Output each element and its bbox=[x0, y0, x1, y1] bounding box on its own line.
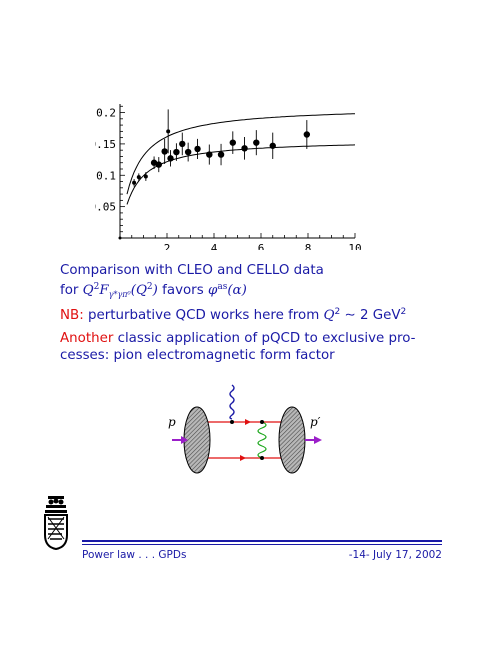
outgoing-arrow-icon bbox=[314, 436, 322, 444]
data-point bbox=[179, 140, 186, 148]
arrow-top-icon bbox=[245, 419, 251, 425]
data-point bbox=[173, 148, 180, 156]
y-tick-label: 0.2 bbox=[96, 107, 116, 120]
another-paragraph: Another classic application of pQCD to e… bbox=[60, 331, 416, 363]
gluon-line bbox=[257, 421, 267, 459]
footer-rule bbox=[82, 540, 442, 542]
data-point bbox=[194, 145, 201, 153]
data-point bbox=[206, 151, 213, 158]
y-tick-label: 0.05 bbox=[95, 201, 116, 214]
caption-line-1: Comparison with CLEO and CELLO data bbox=[60, 263, 324, 278]
vertex bbox=[260, 456, 264, 460]
data-point bbox=[229, 139, 236, 146]
curve-lower bbox=[126, 144, 356, 205]
pion-form-factor-diagram: p p′ bbox=[168, 384, 322, 474]
footer-title: Power law . . . GPDs bbox=[82, 549, 187, 561]
nb-paragraph: NB: perturbative QCD works here from Q2 … bbox=[60, 307, 407, 323]
label-p: p bbox=[168, 415, 176, 429]
data-point bbox=[166, 129, 171, 134]
y-tick-label: 0.1 bbox=[96, 169, 116, 182]
footer-page-date: -14- July 17, 2002 bbox=[348, 549, 442, 561]
data-point bbox=[161, 148, 168, 155]
caption-block: Comparison with CLEO and CELLO data for … bbox=[60, 262, 450, 303]
x-tick-label: 10 bbox=[348, 242, 361, 250]
data-point bbox=[269, 142, 276, 149]
caption-line-2: for Q2Fγ*γπ⁰(Q2) favors φas(α) bbox=[60, 282, 247, 299]
tick-labels: 2 4 6 8 10 0.05 0.1 0.15 0.2 bbox=[95, 107, 362, 250]
data-point bbox=[167, 155, 174, 162]
x-tick-label: 6 bbox=[258, 242, 265, 250]
data-point bbox=[253, 139, 260, 146]
footer-rule bbox=[82, 544, 442, 545]
photon-line bbox=[229, 384, 235, 420]
x-tick-label: 2 bbox=[164, 242, 171, 250]
curve-upper bbox=[126, 113, 356, 195]
incoming-arrow-icon bbox=[181, 436, 188, 444]
data-point bbox=[143, 174, 148, 179]
vertex bbox=[230, 420, 234, 424]
data-point bbox=[217, 151, 225, 158]
x-tick-label: 4 bbox=[211, 242, 218, 250]
vertex bbox=[260, 420, 264, 424]
chart-axes bbox=[118, 104, 356, 240]
data-point bbox=[303, 131, 311, 138]
label-p-prime: p′ bbox=[310, 415, 321, 429]
origin-point bbox=[118, 236, 122, 240]
data-point bbox=[132, 180, 137, 185]
data-point bbox=[136, 175, 141, 180]
form-factor-chart: 2 4 6 8 10 0.05 0.1 0.15 0.2 bbox=[95, 104, 362, 250]
arrow-bottom-icon bbox=[240, 455, 246, 461]
pion-wavefunction-out bbox=[278, 406, 306, 474]
data-point bbox=[241, 145, 248, 152]
data-point bbox=[184, 148, 192, 156]
data-point bbox=[155, 161, 162, 168]
y-tick-label: 0.15 bbox=[95, 138, 116, 151]
x-tick-label: 8 bbox=[305, 242, 312, 250]
theory-curves bbox=[126, 113, 356, 205]
data-points bbox=[132, 109, 311, 187]
institution-logo bbox=[44, 496, 68, 551]
